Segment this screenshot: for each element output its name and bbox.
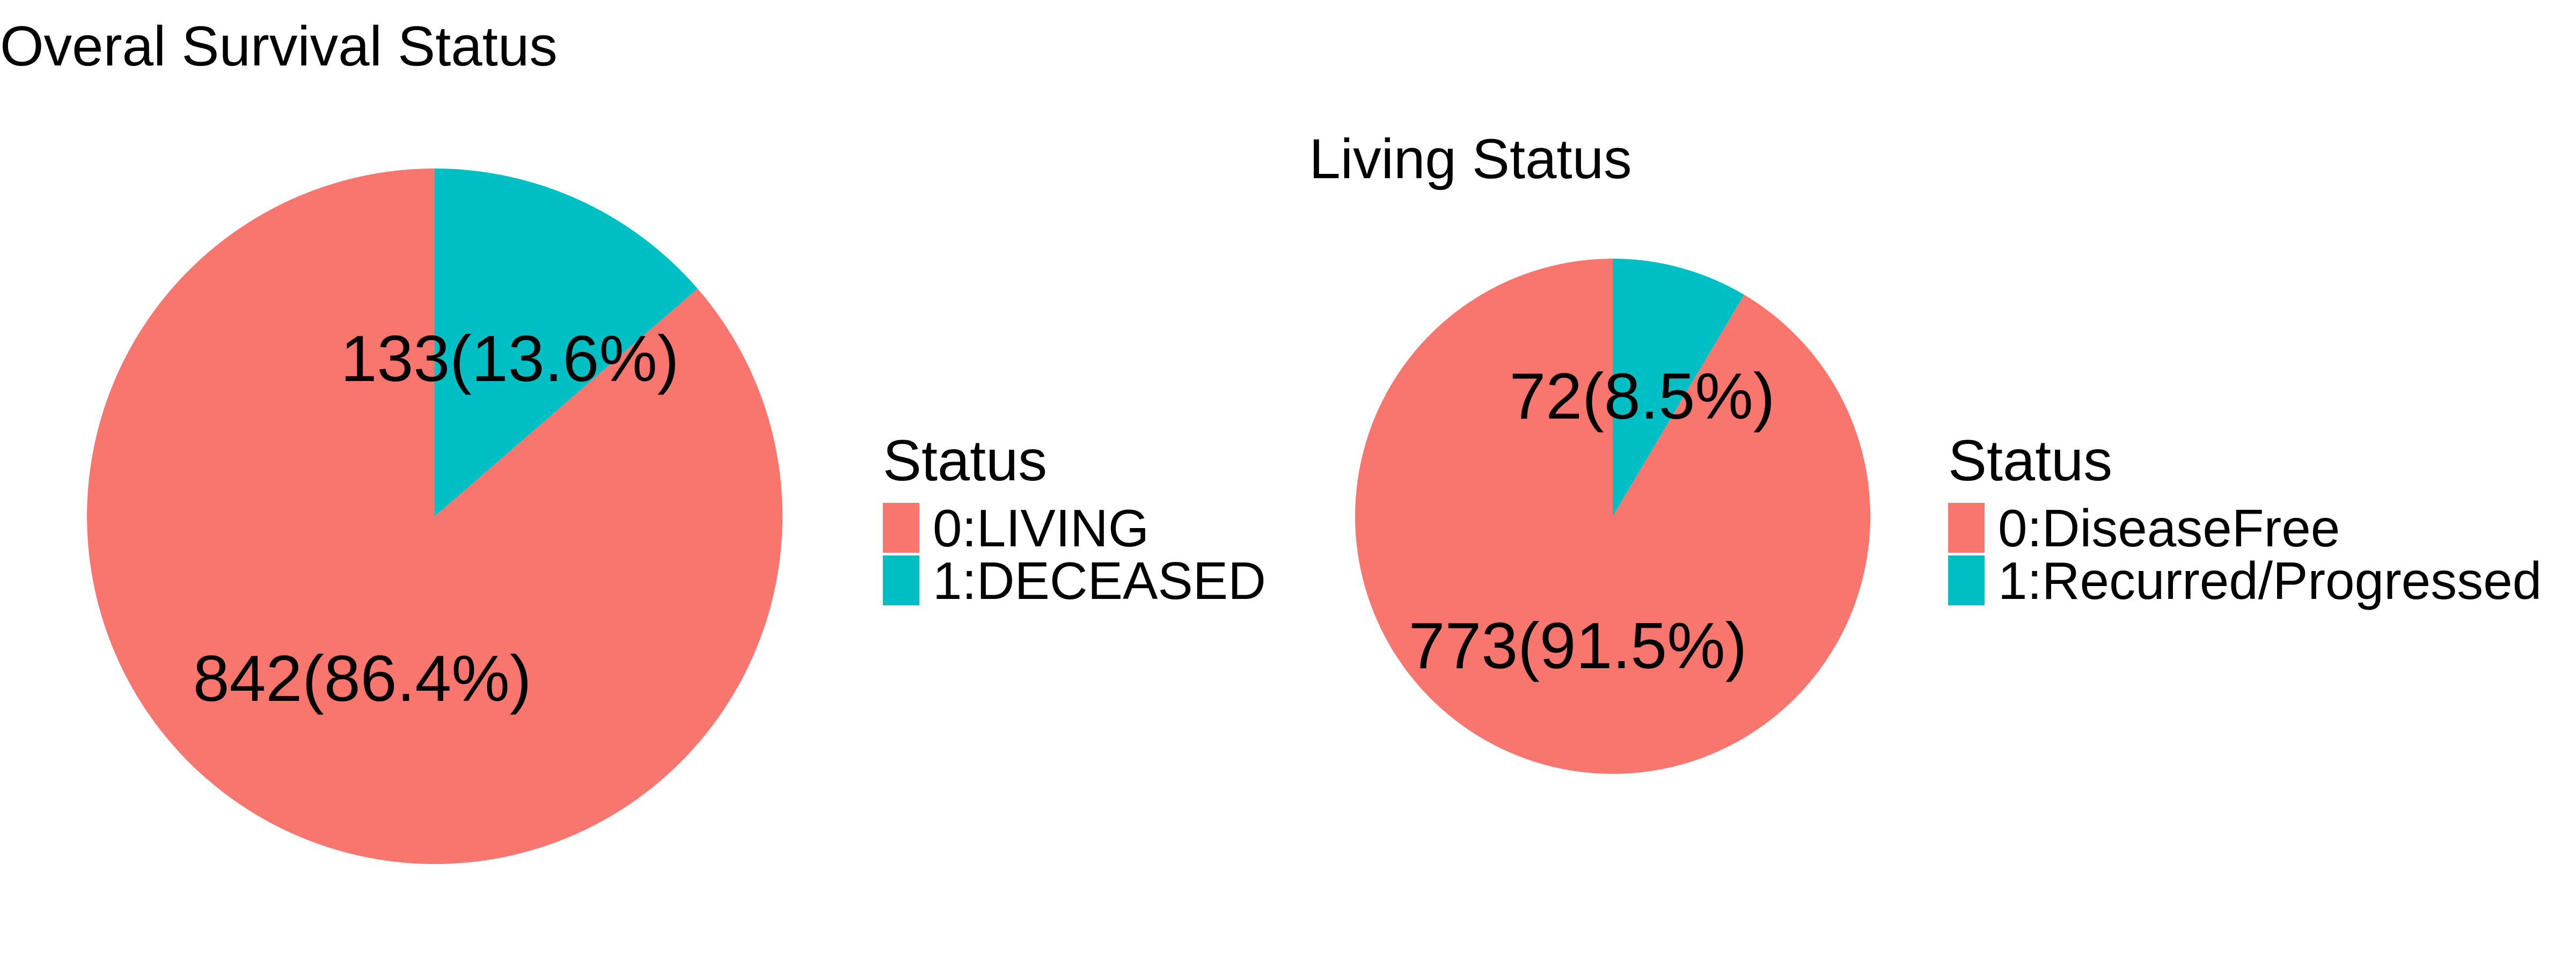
slice-label-deceased: 133(13.6%) [341,322,679,395]
pie-slice-recurred [1613,259,1744,516]
pie-slice-disease-free [1355,259,1870,774]
legend-label-disease-free: 0:DiseaseFree [1998,499,2340,558]
chart-title-living-status: Living Status [1309,128,1631,191]
pie-living-status [1355,259,1870,774]
slice-label-recurred: 72(8.5%) [1509,360,1775,433]
legend-key-living [883,503,919,553]
chart-title-overall-survival: Overal Survival Status [0,15,558,78]
legend-label-living: 0:LIVING [933,499,1149,558]
legend-title: Status [883,428,1047,493]
legend-key-recurred [1948,555,1985,605]
legend-key-disease-free [1948,503,1985,553]
pie-overall-survival [86,169,782,864]
pie-slice-living [86,169,782,864]
legend-label-deceased: 1:DECEASED [933,551,1266,610]
pie-panel-living-status: Living Status 72(8.5%) 773(91.5%) [1309,128,1870,774]
slice-label-living: 842(86.4%) [193,642,532,715]
pie-slice-deceased [435,169,698,516]
legend-title: Status [1948,428,2112,493]
slice-label-disease-free: 773(91.5%) [1409,609,1747,682]
legend-key-deceased [883,555,919,605]
legend-overall-survival: Status 0:LIVING 1:DECEASED [883,428,1266,610]
legend-label-recurred: 1:Recurred/Progressed [1998,551,2542,610]
legend-living-status: Status 0:DiseaseFree 1:Recurred/Progress… [1948,428,2542,610]
pie-panel-overall-survival: Overal Survival Status 133(13.6%) 842(86.… [0,15,782,864]
